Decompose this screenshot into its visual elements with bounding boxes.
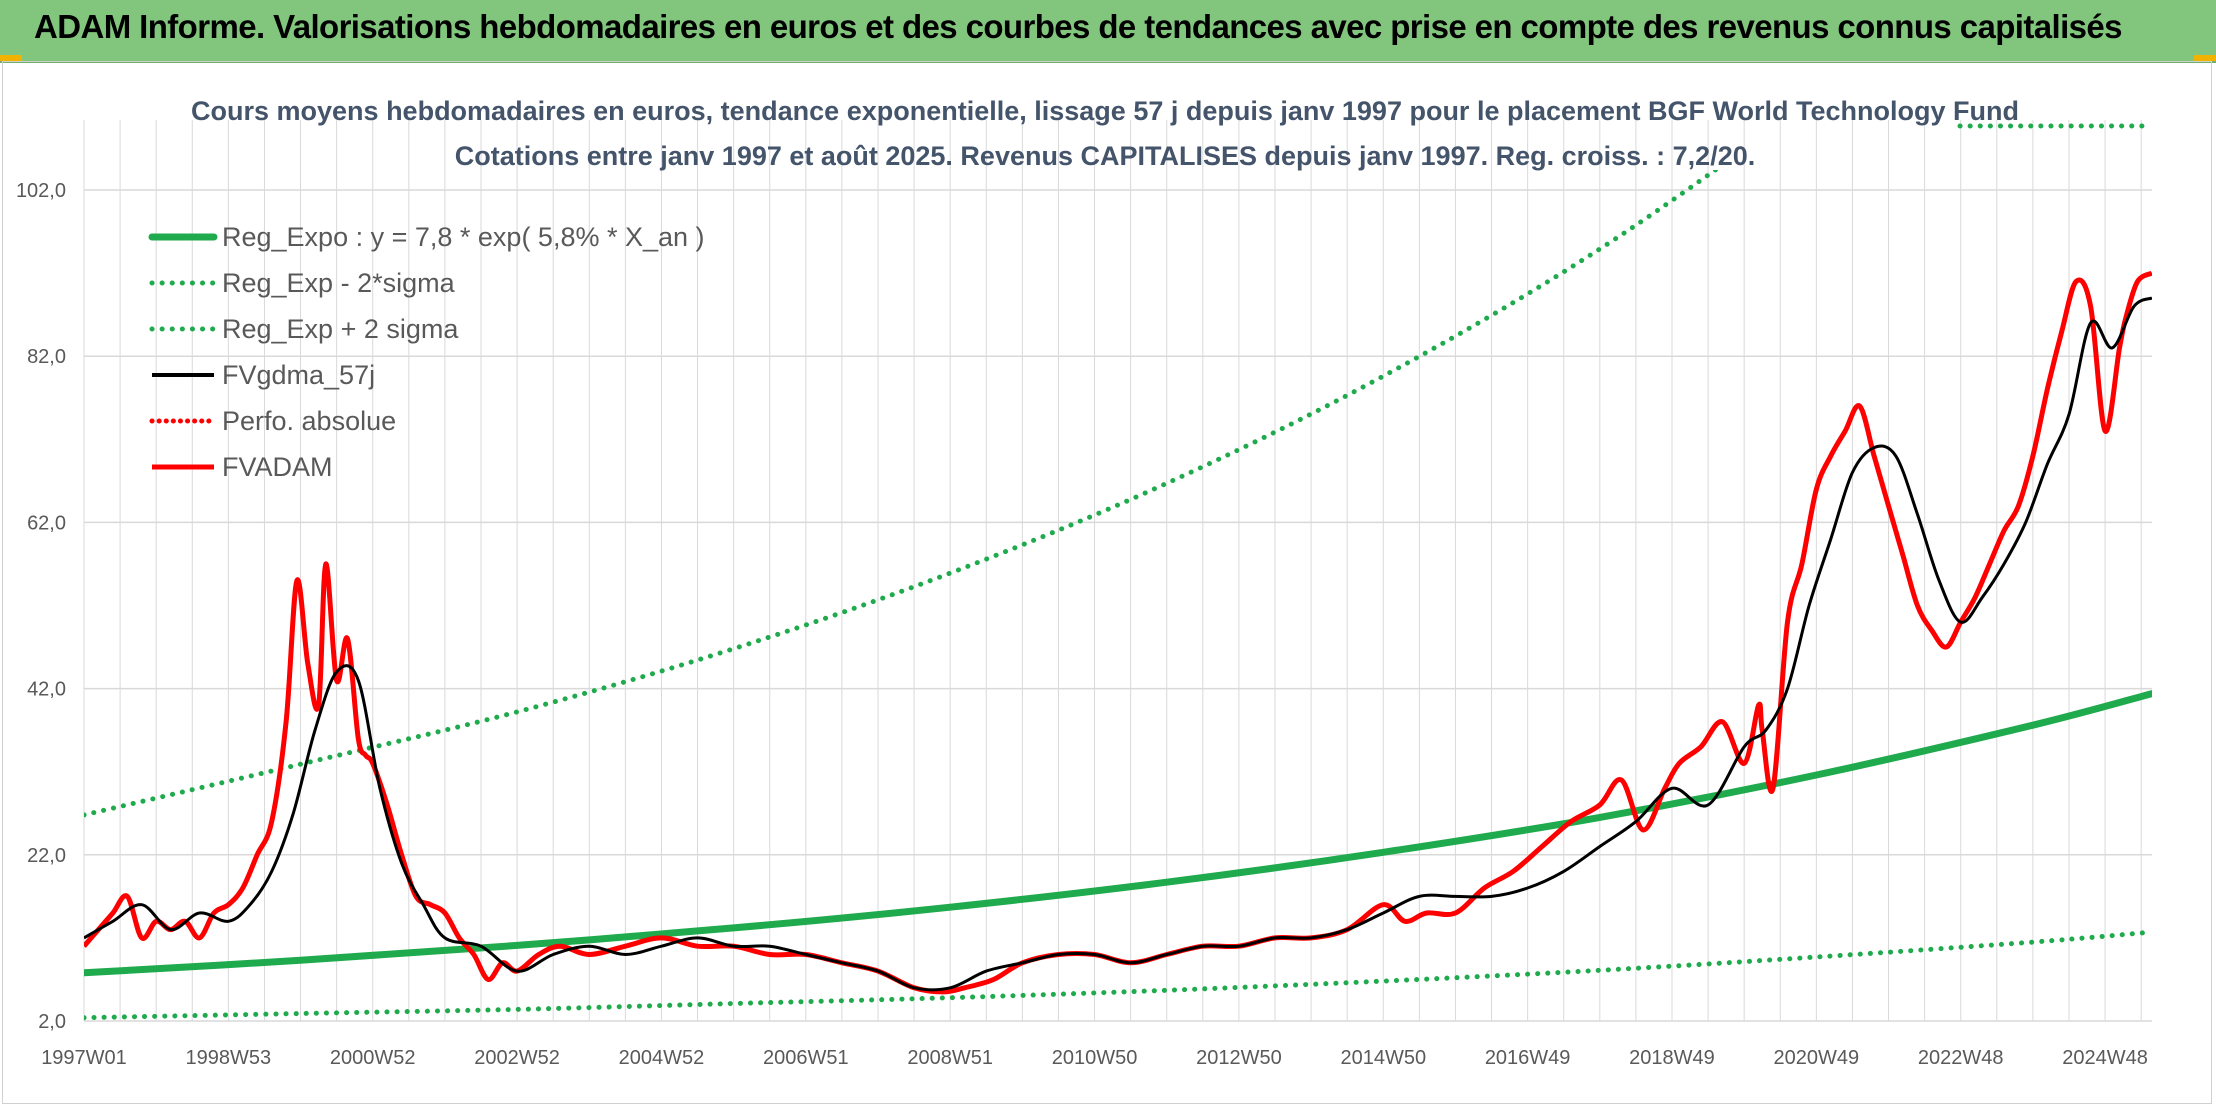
x-tick-label: 2022W48 [1918,1047,2004,1069]
legend-label: FVADAM [222,452,333,482]
legend-label: Reg_Exp - 2*sigma [222,268,456,298]
chart-subtitle: Cotations entre janv 1997 et août 2025. … [455,141,1755,171]
y-tick-label: 82,0 [27,346,66,368]
y-axis-ticks: 2,0 22,0 42,0 62,0 82,0 102,0 [16,180,66,1033]
legend-label: FVgdma_57j [222,360,375,390]
legend-label: Perfo. absolue [222,406,396,436]
top-banner: ADAM Informe. Valorisations hebdomadaire… [0,0,2216,63]
x-tick-label: 2012W50 [1196,1047,1282,1069]
series-line-solid-green [84,690,2152,977]
legend-label: Reg_Expo : y = 7,8 * exp( 5,8% * X_an ) [222,222,705,252]
x-tick-label: 2016W49 [1485,1047,1571,1069]
y-tick-label: 2,0 [38,1011,66,1033]
x-tick-label: 2010W50 [1052,1047,1138,1069]
x-tick-label: 2006W51 [763,1047,849,1069]
chart-title: Cours moyens hebdomadaires en euros, ten… [191,96,2019,126]
x-tick-label: 1998W53 [186,1047,272,1069]
series-layer [84,170,2152,1021]
x-tick-label: 1997W01 [41,1047,127,1069]
right-corner-mark [2194,55,2216,61]
y-tick-label: 22,0 [27,845,66,867]
legend: Reg_Expo : y = 7,8 * exp( 5,8% * X_an ) R… [148,222,705,482]
series-line-dotted-green [84,170,1720,818]
chart-frame [2,61,2212,1104]
left-corner-mark [0,55,22,61]
y-tick-label: 102,0 [16,180,66,202]
x-tick-label: 2008W51 [907,1047,993,1069]
x-tick-label: 2002W52 [474,1047,560,1069]
series-line-solid-red [84,270,2152,995]
y-tick-label: 62,0 [27,512,66,534]
page-title: ADAM Informe. Valorisations hebdomadaire… [34,8,2123,45]
vertical-grid [83,120,2142,1021]
series-line-dotted-green [84,929,2152,1021]
x-tick-label: 2018W49 [1629,1047,1715,1069]
x-tick-label: 2020W49 [1774,1047,1860,1069]
x-tick-label: 2014W50 [1340,1047,1426,1069]
x-tick-label: 2004W52 [619,1047,705,1069]
x-axis-ticks: 1997W01 1998W53 2000W52 2002W52 2004W52 2006W… [41,1047,2148,1069]
legend-label: Reg_Exp + 2 sigma [222,314,459,344]
x-tick-label: 2000W52 [330,1047,416,1069]
y-tick-label: 42,0 [27,679,66,701]
series-line-solid-black [84,296,2152,992]
x-tick-label: 2024W48 [2062,1047,2148,1069]
